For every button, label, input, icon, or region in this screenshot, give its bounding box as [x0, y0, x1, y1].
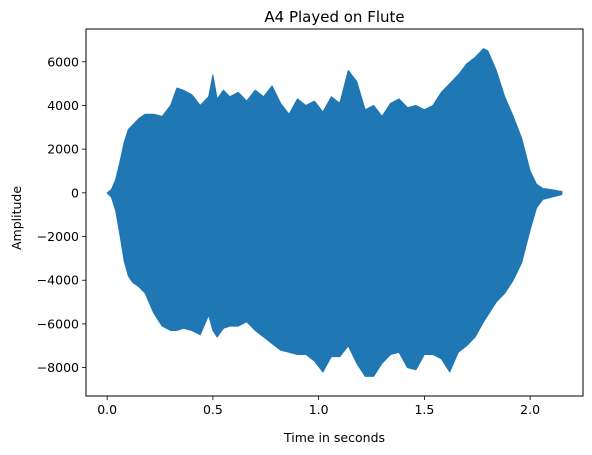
y-tick-label: 2000: [47, 142, 79, 157]
x-tick-label: 1.0: [309, 402, 329, 417]
x-tick-label: 0.5: [203, 402, 223, 417]
x-axis: 0.0 0.5 1.0 1.5 2.0: [97, 396, 540, 417]
x-axis-title: Time in seconds: [283, 430, 385, 445]
waveform-area: [106, 48, 563, 377]
chart-title: A4 Played on Flute: [264, 8, 404, 26]
x-tick-label: 2.0: [520, 402, 540, 417]
plot-frame: [85, 28, 584, 397]
y-tick-label: −4000: [37, 273, 79, 288]
series-layer: [106, 48, 563, 377]
y-tick-label: −6000: [37, 316, 79, 331]
y-tick-label: −8000: [37, 360, 79, 375]
x-tick-label: 0.0: [97, 402, 117, 417]
y-tick-label: 0: [71, 185, 79, 200]
y-tick-label: 4000: [47, 98, 79, 113]
y-axis-title: Amplitude: [9, 186, 24, 250]
y-axis: −8000 −6000 −4000 −2000 0 2000 4000 6000: [37, 54, 86, 375]
x-tick-label: 1.5: [414, 402, 434, 417]
y-tick-label: −2000: [37, 229, 79, 244]
y-tick-label: 6000: [47, 54, 79, 69]
